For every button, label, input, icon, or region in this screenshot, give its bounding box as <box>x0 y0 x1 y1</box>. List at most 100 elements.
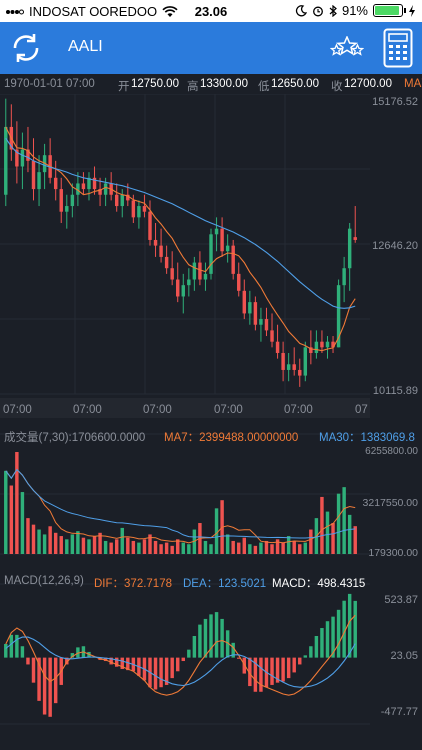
candle-body <box>181 285 185 297</box>
volume-bar <box>214 508 219 554</box>
volume-bar <box>264 540 269 554</box>
macd-bar <box>20 646 25 658</box>
ma-cut-label: MA7 <box>404 78 422 90</box>
macd-bar <box>9 634 14 658</box>
volume-bar <box>70 534 75 554</box>
macd-bar <box>176 657 180 672</box>
macd-bar <box>70 653 75 658</box>
volume-bar <box>37 529 41 554</box>
macd-bar <box>164 657 169 685</box>
volume-bar <box>103 540 108 554</box>
volume-bar <box>203 540 208 554</box>
candle-body <box>209 234 213 274</box>
refresh-button[interactable] <box>8 30 44 71</box>
macd-bar <box>114 657 119 667</box>
volume-axis-min: 179300.00 <box>368 547 418 559</box>
macd-bar <box>126 657 130 671</box>
macd-bar <box>15 634 19 658</box>
volume-bar <box>109 542 113 554</box>
macd-bar <box>286 657 291 679</box>
macd-axis-max: 523.87 <box>384 594 418 606</box>
macd-histogram <box>4 593 357 717</box>
macd-axis-mid: 23.05 <box>390 650 418 662</box>
candle-body <box>270 330 274 342</box>
volume-bar <box>181 542 185 554</box>
candle-body <box>170 268 174 280</box>
time-label: 07:00 <box>73 404 102 416</box>
wifi-icon <box>162 5 178 17</box>
volume-bar <box>120 527 124 554</box>
charging-icon <box>409 4 415 17</box>
candle-body <box>31 160 36 190</box>
calculator-icon <box>383 28 413 68</box>
volume-bar <box>126 537 130 554</box>
volume-bar <box>87 539 91 554</box>
close-label: 收 <box>331 81 343 93</box>
macd-bar <box>242 657 247 674</box>
volume-bar <box>275 539 280 554</box>
macd-bar <box>270 657 274 685</box>
volume-bar <box>192 529 197 554</box>
macd-bar <box>53 657 58 704</box>
time-label: 07:00 <box>143 404 172 416</box>
volume-bar <box>159 544 163 554</box>
candle-body <box>198 262 202 280</box>
high-value: 13300.00 <box>200 78 248 90</box>
macd-bar <box>76 647 80 658</box>
volume-bar <box>148 534 152 554</box>
volume-bar <box>20 492 25 554</box>
macd-bar <box>281 657 285 682</box>
page-title: AALI <box>68 38 103 55</box>
macd-bar <box>65 657 69 665</box>
bluetooth-icon <box>329 4 337 17</box>
candle-body <box>275 341 280 353</box>
volume-bar <box>347 514 352 554</box>
kline-chart[interactable]: 15176.52 12646.20 10115.89 07:00 07:00 0… <box>0 94 422 750</box>
candle-body <box>4 126 8 195</box>
candle-body <box>159 245 163 257</box>
volume-bar <box>53 532 58 554</box>
volume-bar <box>253 545 258 554</box>
macd-bar <box>198 624 202 658</box>
candle-body <box>153 239 158 246</box>
candle-body <box>237 273 241 291</box>
volume-bar <box>76 531 80 554</box>
macd-bar <box>303 655 308 658</box>
candle-body <box>242 290 247 314</box>
volume-bar <box>137 542 141 554</box>
calculator-button[interactable] <box>383 28 413 73</box>
price-axis-min: 10115.89 <box>373 385 418 397</box>
volume-bar <box>259 542 263 554</box>
macd-bar <box>231 642 235 658</box>
volume-bar <box>353 526 357 554</box>
candle-body <box>87 177 91 190</box>
candle-body <box>20 149 25 167</box>
volume-bar <box>131 540 136 554</box>
macd-bar <box>225 630 230 658</box>
price-axis-max: 15176.52 <box>372 96 418 108</box>
macd-value-label: MACD：498.4315 <box>272 578 366 590</box>
candle-body <box>114 194 119 207</box>
candle-body <box>347 228 352 269</box>
volume-bar <box>4 470 8 554</box>
favorite-button[interactable] <box>329 35 365 63</box>
dif-line <box>5 614 356 696</box>
macd-bar <box>336 609 341 658</box>
volume-bar <box>342 487 346 554</box>
time-label: 07:00 <box>284 404 313 416</box>
candle-body <box>331 341 335 348</box>
volume-ma30-label: MA30：1383069.8 <box>319 432 415 444</box>
macd-bar <box>181 657 185 662</box>
macd-bar <box>170 657 174 679</box>
open-value: 12750.00 <box>131 78 179 90</box>
volume-bar <box>209 544 213 554</box>
status-bar: INDOSAT OOREDOO 23.06 91% <box>0 0 422 22</box>
candle-body <box>314 341 319 353</box>
volume-bar <box>325 511 330 554</box>
main-candles <box>4 98 357 387</box>
volume-bar <box>114 539 119 554</box>
ohlc-date: 1970-01-01 07:00 <box>4 78 95 90</box>
candle-body <box>26 149 30 161</box>
candle-body <box>126 194 130 201</box>
volume-bar <box>248 544 252 554</box>
